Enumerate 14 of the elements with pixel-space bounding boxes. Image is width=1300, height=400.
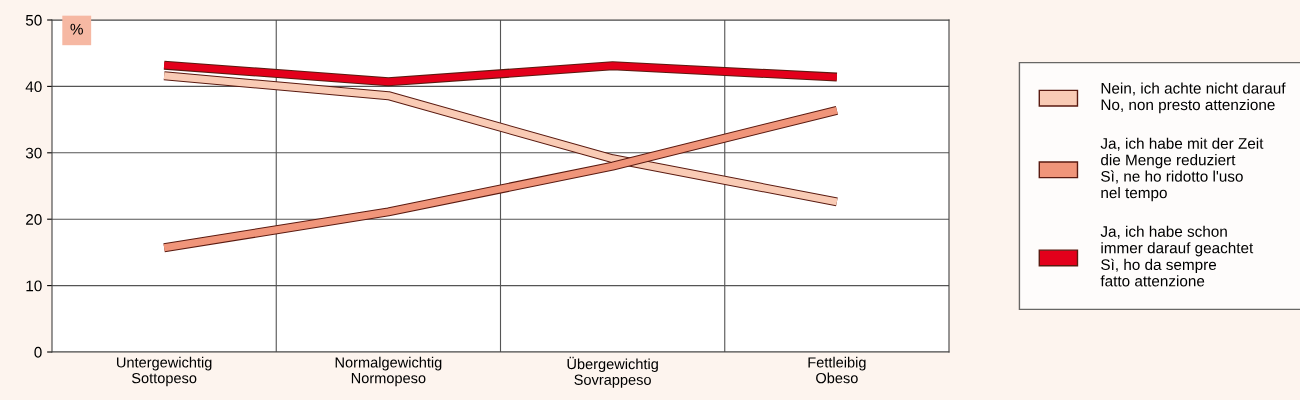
y-tick-label: 30 — [25, 147, 42, 159]
legend-label: Nein, ich achte nicht darauf No, non presto attenzione — [1101, 82, 1286, 114]
y-tick-label: 40 — [25, 81, 42, 93]
legend-label: Ja, ich habe schon immer darauf geachtet Sì, ho da sempre fatto attenzione — [1100, 225, 1254, 287]
legend-label: Ja, ich habe mit der Zeit die Menge reduziert Sì, ne ho ridotto l'uso nel tempo — [1100, 137, 1264, 202]
y-tick-label: 20 — [26, 214, 42, 225]
y-tick-label: 10 — [26, 280, 42, 292]
y-axis-title: % — [70, 23, 83, 35]
x-tick-label: Fettleibig Obeso — [808, 356, 866, 384]
x-tick-label: Übergewichtig Sovrappeso — [567, 356, 658, 388]
x-tick-label: Normalgewichtig Normopeso — [335, 356, 442, 387]
x-tick-label: Untergewichtig Sottopeso — [117, 356, 212, 387]
y-tick-label: 50 — [25, 14, 42, 26]
y-tick-label: 0 — [34, 346, 42, 358]
